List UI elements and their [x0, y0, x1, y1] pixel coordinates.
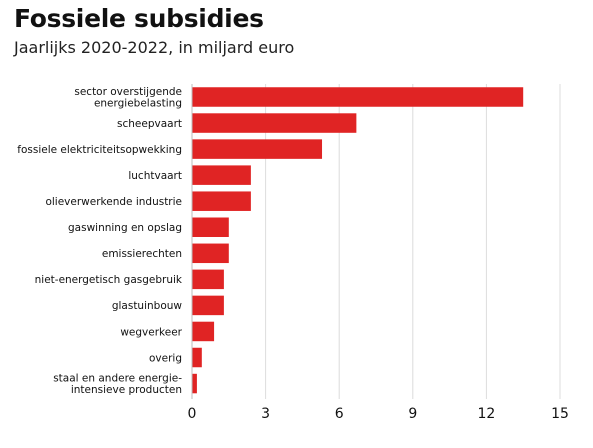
- category-label: wegverkeer: [120, 326, 182, 338]
- chart-title: Fossiele subsidies: [14, 4, 264, 33]
- category-label: emissierechten: [102, 248, 182, 260]
- category-label: olieverwerkende industrie: [45, 196, 182, 208]
- category-label: gaswinning en opslag: [68, 222, 182, 234]
- category-label: luchtvaart: [128, 170, 182, 182]
- x-tick-label: 12: [477, 406, 495, 422]
- bar: [192, 165, 251, 185]
- x-tick-label: 15: [551, 406, 569, 422]
- category-label: staal en andere energie-intensieve produ…: [53, 373, 182, 397]
- category-label: glastuinbouw: [112, 300, 183, 312]
- bar: [192, 373, 197, 394]
- bar: [192, 295, 224, 316]
- x-tick-label: 9: [408, 406, 417, 422]
- x-tick-label: 0: [188, 406, 197, 422]
- bar: [192, 139, 323, 159]
- bar: [192, 321, 215, 342]
- bar: [192, 217, 229, 237]
- bar: [192, 347, 202, 368]
- category-label: sector overstijgende energiebelasting: [74, 86, 182, 110]
- bar: [192, 269, 224, 290]
- bar: [192, 191, 251, 211]
- bar: [192, 113, 357, 133]
- x-tick-label: 3: [261, 406, 270, 422]
- bar: [192, 87, 524, 107]
- bar: [192, 243, 229, 264]
- chart-subtitle: Jaarlijks 2020-2022, in miljard euro: [14, 38, 295, 57]
- category-label: fossiele elektriciteitsopwekking: [17, 144, 182, 156]
- category-label: scheepvaart: [117, 118, 182, 130]
- x-tick-label: 6: [335, 406, 344, 422]
- category-label: niet-energetisch gasgebruik: [35, 274, 183, 286]
- category-label: overig: [149, 352, 182, 364]
